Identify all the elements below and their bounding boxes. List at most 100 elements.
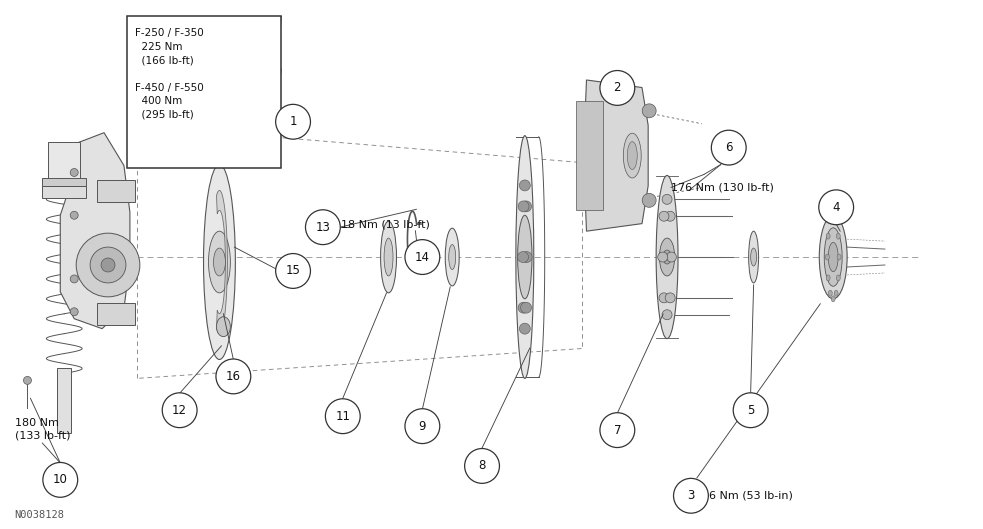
Circle shape bbox=[642, 104, 656, 118]
Circle shape bbox=[518, 302, 529, 313]
Text: 3: 3 bbox=[687, 489, 695, 502]
Circle shape bbox=[519, 180, 530, 191]
Ellipse shape bbox=[445, 228, 459, 286]
Ellipse shape bbox=[838, 254, 841, 260]
Circle shape bbox=[665, 211, 675, 221]
Polygon shape bbox=[60, 133, 130, 329]
Circle shape bbox=[663, 194, 672, 204]
Bar bbox=[97, 180, 135, 202]
Circle shape bbox=[77, 233, 140, 297]
Ellipse shape bbox=[660, 238, 674, 276]
Circle shape bbox=[518, 252, 529, 262]
Circle shape bbox=[673, 478, 709, 513]
Text: 8: 8 bbox=[479, 460, 486, 472]
Ellipse shape bbox=[516, 135, 534, 378]
Polygon shape bbox=[584, 80, 648, 231]
Ellipse shape bbox=[384, 238, 393, 276]
Text: 10: 10 bbox=[53, 473, 68, 486]
Circle shape bbox=[162, 393, 197, 427]
Circle shape bbox=[642, 194, 656, 207]
Circle shape bbox=[275, 253, 311, 288]
Text: 15: 15 bbox=[286, 264, 301, 278]
Circle shape bbox=[658, 252, 667, 262]
Ellipse shape bbox=[203, 165, 235, 360]
Ellipse shape bbox=[627, 142, 637, 169]
Ellipse shape bbox=[826, 233, 830, 239]
Circle shape bbox=[306, 210, 340, 244]
Circle shape bbox=[275, 104, 311, 139]
Bar bbox=[576, 101, 604, 211]
Circle shape bbox=[600, 70, 635, 105]
Ellipse shape bbox=[837, 233, 840, 239]
Text: 6 Nm (53 lb-in): 6 Nm (53 lb-in) bbox=[709, 491, 792, 501]
Circle shape bbox=[325, 399, 360, 434]
Circle shape bbox=[216, 359, 251, 394]
Circle shape bbox=[70, 275, 79, 283]
Circle shape bbox=[733, 393, 768, 427]
Text: 6: 6 bbox=[725, 141, 732, 154]
Ellipse shape bbox=[656, 176, 678, 339]
Ellipse shape bbox=[829, 242, 838, 272]
Text: 13: 13 bbox=[316, 221, 330, 234]
Ellipse shape bbox=[751, 248, 757, 266]
Circle shape bbox=[521, 201, 532, 212]
Circle shape bbox=[659, 211, 669, 221]
Ellipse shape bbox=[380, 221, 396, 293]
Circle shape bbox=[712, 130, 746, 165]
Text: 12: 12 bbox=[172, 404, 187, 417]
Circle shape bbox=[405, 240, 439, 275]
Text: 16: 16 bbox=[226, 370, 241, 383]
Bar bbox=[42, 186, 87, 198]
Circle shape bbox=[666, 252, 676, 262]
Text: 180 Nm
(133 lb-ft): 180 Nm (133 lb-ft) bbox=[15, 418, 70, 441]
Ellipse shape bbox=[835, 218, 838, 224]
Text: 5: 5 bbox=[747, 404, 754, 417]
Bar bbox=[42, 178, 87, 186]
Text: 7: 7 bbox=[613, 424, 621, 436]
Circle shape bbox=[819, 190, 853, 225]
Ellipse shape bbox=[208, 231, 230, 293]
Ellipse shape bbox=[826, 254, 830, 260]
Ellipse shape bbox=[448, 244, 456, 269]
Circle shape bbox=[663, 310, 672, 320]
Circle shape bbox=[519, 323, 530, 334]
Ellipse shape bbox=[826, 275, 830, 281]
Text: 1: 1 bbox=[289, 115, 297, 128]
Circle shape bbox=[405, 409, 439, 443]
Bar bbox=[127, 16, 281, 168]
Text: 9: 9 bbox=[419, 419, 426, 433]
Circle shape bbox=[43, 462, 78, 497]
Ellipse shape bbox=[829, 218, 833, 224]
Ellipse shape bbox=[216, 317, 230, 336]
Circle shape bbox=[70, 169, 79, 177]
Circle shape bbox=[521, 302, 532, 313]
Ellipse shape bbox=[518, 215, 532, 299]
Text: 2: 2 bbox=[613, 81, 621, 95]
Text: 4: 4 bbox=[833, 201, 839, 214]
Text: 11: 11 bbox=[335, 409, 350, 423]
Bar bbox=[97, 303, 135, 325]
Bar bbox=[48, 142, 81, 186]
Ellipse shape bbox=[824, 228, 842, 286]
Text: 176 Nm (130 lb-ft): 176 Nm (130 lb-ft) bbox=[671, 183, 774, 193]
Circle shape bbox=[659, 293, 669, 303]
Circle shape bbox=[518, 201, 529, 212]
Circle shape bbox=[665, 293, 675, 303]
Ellipse shape bbox=[835, 290, 838, 296]
Polygon shape bbox=[216, 190, 227, 334]
Ellipse shape bbox=[623, 133, 641, 178]
Ellipse shape bbox=[213, 248, 225, 276]
Text: F-250 / F-350
  225 Nm
  (166 lb-ft)

F-450 / F-550
  400 Nm
  (295 lb-ft): F-250 / F-350 225 Nm (166 lb-ft) F-450 /… bbox=[135, 28, 203, 120]
Circle shape bbox=[600, 413, 635, 448]
Ellipse shape bbox=[749, 231, 759, 283]
Text: 18 Nm (13 lb-ft): 18 Nm (13 lb-ft) bbox=[341, 219, 430, 229]
Circle shape bbox=[24, 377, 31, 385]
Circle shape bbox=[101, 258, 115, 272]
Ellipse shape bbox=[837, 275, 840, 281]
Circle shape bbox=[70, 211, 79, 219]
Ellipse shape bbox=[663, 250, 671, 264]
Text: 14: 14 bbox=[415, 251, 430, 263]
Ellipse shape bbox=[832, 296, 836, 302]
Circle shape bbox=[521, 252, 532, 262]
Ellipse shape bbox=[832, 212, 836, 218]
